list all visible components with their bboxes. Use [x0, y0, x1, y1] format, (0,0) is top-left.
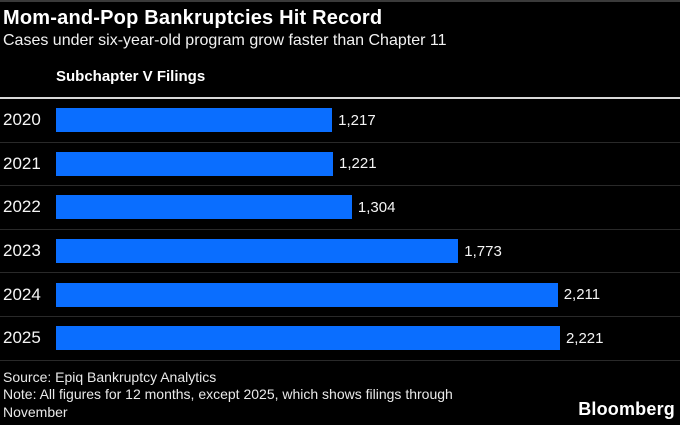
- year-tick-label: 2022: [3, 197, 41, 217]
- bar-track: 1,304: [56, 186, 680, 229]
- bar: [56, 151, 334, 176]
- year-tick-label: 2024: [3, 284, 41, 304]
- bar-chart-rows: 2020 1,217 2021 1,221 2022 1,304 2023 1,…: [0, 99, 680, 361]
- bar-track: 1,217: [56, 99, 680, 142]
- bar: [56, 326, 560, 351]
- bar-track: 1,221: [56, 143, 680, 186]
- chart-row: 2020 1,217: [0, 99, 680, 143]
- bar-track: 2,221: [56, 317, 680, 360]
- bar: [56, 108, 333, 133]
- chart-row: 2025 2,221: [0, 317, 680, 361]
- bar-track: 1,773: [56, 230, 680, 273]
- source-text: Source: Epiq Bankruptcy Analytics: [3, 368, 217, 385]
- chart-footer: Source: Epiq Bankruptcy Analytics Note: …: [0, 361, 680, 422]
- chart-row: 2023 1,773: [0, 230, 680, 274]
- year-tick-label: 2025: [3, 328, 41, 348]
- value-label: 1,217: [338, 111, 376, 129]
- chart-row: 2021 1,221: [0, 143, 680, 187]
- value-label: 1,221: [339, 155, 377, 173]
- chart-subtitle: Cases under six-year-old program grow fa…: [3, 32, 447, 49]
- bar: [56, 282, 558, 307]
- year-tick-label: 2021: [3, 153, 41, 173]
- chart-row: 2024 2,211: [0, 273, 680, 317]
- series-label: Subchapter V Filings: [56, 68, 206, 85]
- value-label: 1,304: [357, 198, 396, 216]
- value-label: 1,773: [464, 242, 502, 260]
- bar-track: 2,211: [56, 273, 680, 316]
- chart-row: 2022 1,304: [0, 186, 680, 230]
- axis-baseline: [0, 97, 680, 99]
- value-label: 2,211: [563, 286, 601, 304]
- chart-title: Mom-and-Pop Bankruptcies Hit Record: [3, 7, 383, 29]
- note-text: Note: All figures for 12 months, except …: [3, 386, 453, 420]
- bloomberg-logo: Bloomberg: [578, 399, 675, 419]
- year-tick-label: 2020: [3, 110, 41, 130]
- year-tick-label: 2023: [3, 241, 41, 261]
- bar: [56, 239, 459, 264]
- value-label: 2,221: [565, 329, 604, 347]
- bar: [56, 195, 352, 220]
